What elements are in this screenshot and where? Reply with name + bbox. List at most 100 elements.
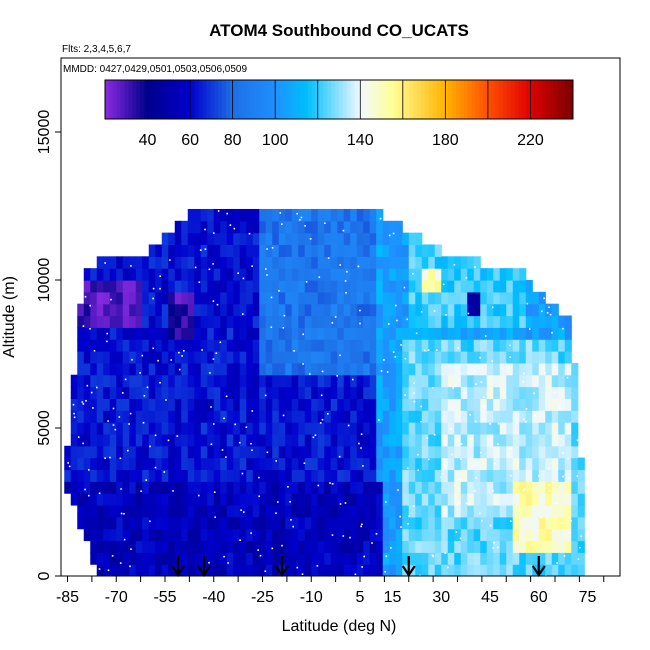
heatmap-cell <box>512 564 520 576</box>
heatmap-cell <box>343 232 351 246</box>
heatmap-cell <box>168 504 176 518</box>
heatmap-cell <box>246 540 254 553</box>
heatmap-cell <box>129 315 137 328</box>
heatmap-cell <box>408 339 416 352</box>
heatmap-cell <box>363 540 371 553</box>
track-point <box>396 319 398 322</box>
heatmap-cell <box>480 268 488 281</box>
heatmap-cell <box>506 386 514 399</box>
heatmap-cell <box>402 256 410 269</box>
heatmap-cell <box>499 528 507 542</box>
heatmap-cell <box>70 398 78 411</box>
heatmap-cell <box>103 457 111 471</box>
heatmap-cell <box>265 504 273 518</box>
heatmap-cell <box>109 351 117 364</box>
track-point <box>248 232 251 235</box>
track-point <box>212 263 214 265</box>
heatmap-cell <box>259 504 267 518</box>
heatmap-cell <box>571 433 579 447</box>
heatmap-cell <box>135 457 143 471</box>
heatmap-cell <box>265 469 273 482</box>
heatmap-cell <box>181 268 189 281</box>
heatmap-cell <box>129 445 137 459</box>
track-point <box>354 573 357 576</box>
heatmap-cell <box>363 398 371 411</box>
heatmap-cell <box>545 398 553 411</box>
heatmap-cell <box>168 303 176 317</box>
heatmap-cell <box>83 303 91 317</box>
heatmap-cell <box>174 303 182 317</box>
heatmap-cell <box>259 208 267 222</box>
colorbar-segment <box>296 80 301 119</box>
heatmap-cell <box>116 374 124 388</box>
heatmap-cell <box>291 504 299 518</box>
heatmap-cell <box>77 493 85 506</box>
heatmap-cell <box>441 303 449 317</box>
heatmap-cell <box>382 374 390 388</box>
heatmap-cell <box>402 433 410 447</box>
heatmap-cell <box>103 398 111 411</box>
heatmap-cell <box>525 540 533 553</box>
heatmap-cell <box>272 362 280 376</box>
heatmap-cell <box>564 327 572 340</box>
heatmap-cell <box>532 327 540 340</box>
heatmap-cell <box>252 540 260 553</box>
heatmap-cell <box>77 362 85 376</box>
track-point <box>568 477 570 480</box>
heatmap-cell <box>278 303 286 317</box>
heatmap-cell <box>454 268 462 281</box>
heatmap-cell <box>226 504 234 518</box>
heatmap-cell <box>382 386 390 399</box>
heatmap-cell <box>285 516 293 530</box>
heatmap-cell <box>363 351 371 364</box>
heatmap-cell <box>512 386 520 399</box>
heatmap-cell <box>369 493 377 506</box>
heatmap-cell <box>304 516 312 530</box>
heatmap-cell <box>480 540 488 553</box>
heatmap-cell <box>363 422 371 435</box>
heatmap-cell <box>519 327 527 340</box>
heatmap-cell <box>421 256 429 269</box>
heatmap-cell <box>187 339 195 352</box>
heatmap-cell <box>512 445 520 459</box>
heatmap-cell <box>324 540 332 553</box>
heatmap-cell <box>161 268 169 281</box>
heatmap-cell <box>512 552 520 565</box>
track-point <box>112 424 115 426</box>
heatmap-cell <box>233 220 241 234</box>
heatmap-cell <box>148 303 156 317</box>
track-point <box>226 212 228 215</box>
heatmap-cell <box>220 552 228 565</box>
heatmap-cell <box>317 398 325 411</box>
heatmap-cell <box>291 410 299 423</box>
colorbar-segment <box>342 80 348 119</box>
heatmap-cell <box>363 327 371 340</box>
x-tick-label: 45 <box>481 589 499 606</box>
colorbar-segment <box>222 80 227 119</box>
heatmap-cell <box>246 386 254 399</box>
heatmap-cell <box>415 528 423 542</box>
heatmap-cell <box>382 516 390 530</box>
heatmap-cell <box>168 493 176 506</box>
heatmap-cell <box>467 327 475 340</box>
heatmap-cell <box>174 398 182 411</box>
heatmap-cell <box>155 445 163 459</box>
heatmap-cell <box>356 232 364 246</box>
heatmap-cell <box>259 564 267 576</box>
track-point <box>159 287 161 290</box>
track-point <box>452 386 454 389</box>
heatmap-cell <box>376 528 384 542</box>
heatmap-cell <box>259 362 267 376</box>
track-point <box>213 423 215 425</box>
track-point <box>412 505 415 507</box>
heatmap-cell <box>551 398 559 411</box>
heatmap-cell <box>135 315 143 328</box>
heatmap-cell <box>506 481 514 494</box>
heatmap-cell <box>389 516 397 530</box>
colorbar-segment <box>339 80 344 119</box>
heatmap-cell <box>200 362 208 376</box>
heatmap-cell <box>200 398 208 411</box>
heatmap-cell <box>246 516 254 530</box>
heatmap-cell <box>519 516 527 530</box>
heatmap-cell <box>246 339 254 352</box>
